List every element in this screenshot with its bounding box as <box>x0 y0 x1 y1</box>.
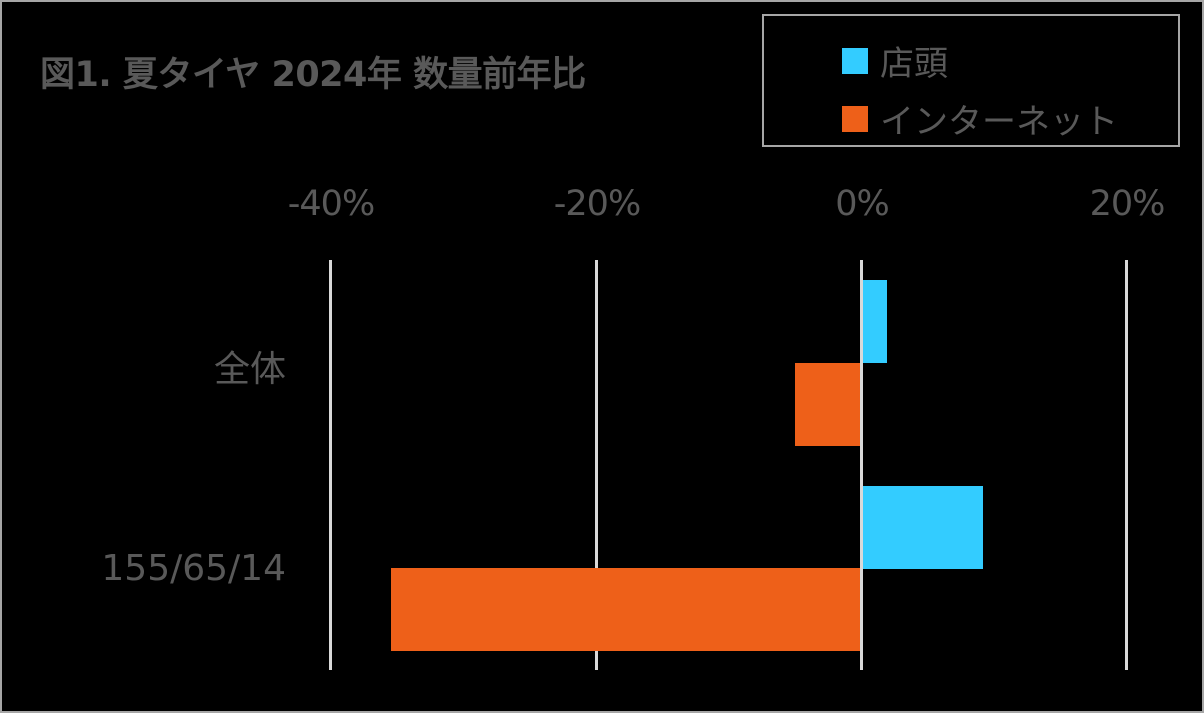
legend-item-internet: インターネット <box>842 94 1118 143</box>
zero-gridline <box>860 260 863 670</box>
category-label-overall: 全体 <box>213 349 286 390</box>
x-tick-label: -20% <box>553 184 641 224</box>
legend-label-internet: インターネット <box>880 102 1118 142</box>
gridline <box>329 260 332 670</box>
gridline <box>1125 260 1128 670</box>
chart-title: 図1. 夏タイヤ 2024年 数量前年比 <box>40 55 586 95</box>
x-tick-label: -40% <box>287 184 375 224</box>
x-tick-label: 0% <box>835 184 890 224</box>
legend-label-store: 店頭 <box>880 44 948 84</box>
bar-155-65-14-internet <box>391 568 861 651</box>
legend-swatch-internet-icon <box>842 105 868 132</box>
category-label-155-65-14: 155/65/14 <box>101 548 286 589</box>
bar-overall-internet <box>795 363 861 446</box>
legend-item-store: 店頭 <box>842 36 948 85</box>
gridline <box>595 260 598 670</box>
bar-overall-store <box>862 280 887 363</box>
x-tick-label: 20% <box>1089 184 1166 224</box>
bar-155-65-14-store <box>862 486 983 569</box>
legend: 店頭 インターネット <box>762 14 1180 147</box>
legend-swatch-store-icon <box>842 47 868 74</box>
